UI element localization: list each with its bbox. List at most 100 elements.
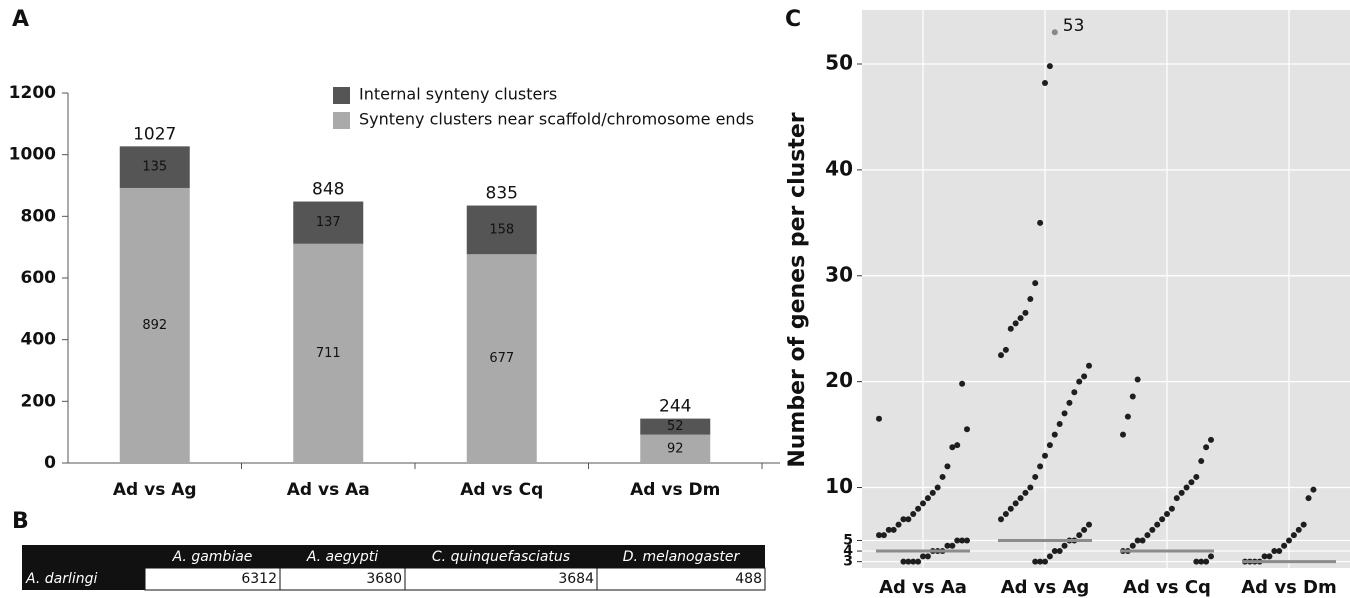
- bar-segment: [293, 201, 364, 244]
- y-tick-label: 1200: [9, 83, 56, 103]
- point: [1193, 473, 1200, 480]
- point: [1042, 558, 1048, 565]
- point: [1037, 558, 1044, 565]
- y-axis-label: Number of genes per cluster: [785, 112, 810, 467]
- point: [1017, 495, 1024, 502]
- bar-segment: [119, 146, 190, 188]
- point: [949, 444, 956, 451]
- point: [1281, 542, 1288, 549]
- point: [1266, 553, 1273, 560]
- point: [1051, 29, 1058, 36]
- point: [1305, 495, 1312, 502]
- point: [944, 463, 951, 470]
- y-tick-label: 800: [21, 206, 57, 226]
- y-tick-label: 40: [825, 156, 853, 180]
- point: [1295, 526, 1302, 533]
- point: [1271, 548, 1278, 555]
- point: [1086, 362, 1092, 369]
- y-tick-label: 200: [21, 391, 57, 411]
- point: [1051, 548, 1058, 555]
- y-tick-label: 600: [21, 268, 57, 288]
- point: [1046, 553, 1053, 560]
- point: [1042, 452, 1048, 459]
- point: [1027, 296, 1034, 303]
- bar-segment: [119, 187, 190, 463]
- point: [1208, 436, 1214, 443]
- point: [1183, 484, 1190, 491]
- point: [934, 484, 941, 491]
- x-tick-label: Ad vs Cq: [1123, 577, 1211, 598]
- point: [924, 553, 931, 560]
- point: [1022, 489, 1029, 496]
- y-tick-label: 0: [44, 453, 56, 473]
- point: [1086, 521, 1092, 528]
- point: [1193, 558, 1200, 565]
- bar-segment: [293, 243, 364, 463]
- point: [1046, 63, 1053, 70]
- point: [876, 532, 882, 539]
- x-tick-label: Ad vs Dm: [1241, 577, 1337, 598]
- point: [1081, 526, 1088, 533]
- y-tick-label: 5: [843, 532, 853, 548]
- point: [1290, 532, 1297, 539]
- cell-value: 3680: [366, 571, 402, 587]
- point: [920, 500, 926, 507]
- point: [1139, 537, 1146, 544]
- point: [1081, 373, 1088, 380]
- point: [1203, 444, 1210, 451]
- point: [900, 516, 907, 523]
- point: [885, 526, 892, 533]
- point: [1076, 378, 1083, 385]
- point: [998, 352, 1004, 359]
- point: [959, 537, 966, 544]
- point: [1056, 421, 1063, 427]
- point: [890, 526, 897, 533]
- point: [1261, 553, 1268, 560]
- point: [954, 442, 961, 449]
- point: [1022, 309, 1029, 316]
- point: [1056, 548, 1063, 555]
- point: [910, 558, 917, 565]
- point: [954, 537, 961, 544]
- point: [1046, 442, 1053, 449]
- point: [1124, 413, 1131, 420]
- point: [1164, 511, 1170, 517]
- column-header: A. gambiae: [172, 549, 253, 565]
- value-label: 677: [489, 351, 514, 366]
- point: [1144, 532, 1151, 539]
- point: [1002, 346, 1009, 353]
- point: [924, 495, 931, 502]
- value-label: 135: [142, 160, 167, 175]
- value-label: 137: [316, 215, 341, 230]
- point: [1159, 516, 1166, 523]
- point: [1007, 325, 1014, 332]
- point: [1032, 473, 1039, 480]
- point: [1037, 219, 1044, 226]
- table-header: [22, 545, 765, 568]
- y-tick-label: 4: [843, 543, 853, 559]
- point: [1032, 558, 1039, 565]
- point: [1178, 489, 1185, 496]
- plot-background: [862, 10, 1350, 568]
- x-tick-label: Ad vs Aa: [287, 480, 370, 500]
- point: [1007, 505, 1014, 512]
- value-label: 158: [489, 222, 514, 237]
- panel-label: C: [785, 7, 801, 32]
- point: [1017, 315, 1024, 322]
- point: [876, 415, 882, 422]
- point: [1027, 484, 1034, 491]
- y-tick-label: 400: [21, 330, 57, 350]
- y-tick-label: 20: [825, 368, 853, 392]
- point: [1198, 458, 1205, 465]
- point: [1071, 389, 1078, 396]
- y-tick-label: 50: [825, 51, 853, 75]
- point: [1037, 463, 1044, 470]
- bar-segment: [466, 205, 537, 255]
- bar-segment: [466, 254, 537, 463]
- point: [1276, 548, 1283, 555]
- point: [998, 516, 1004, 523]
- point: [900, 558, 907, 565]
- point: [1066, 399, 1073, 406]
- y-tick-label: 3: [843, 554, 853, 570]
- cell-value: 6312: [241, 571, 277, 587]
